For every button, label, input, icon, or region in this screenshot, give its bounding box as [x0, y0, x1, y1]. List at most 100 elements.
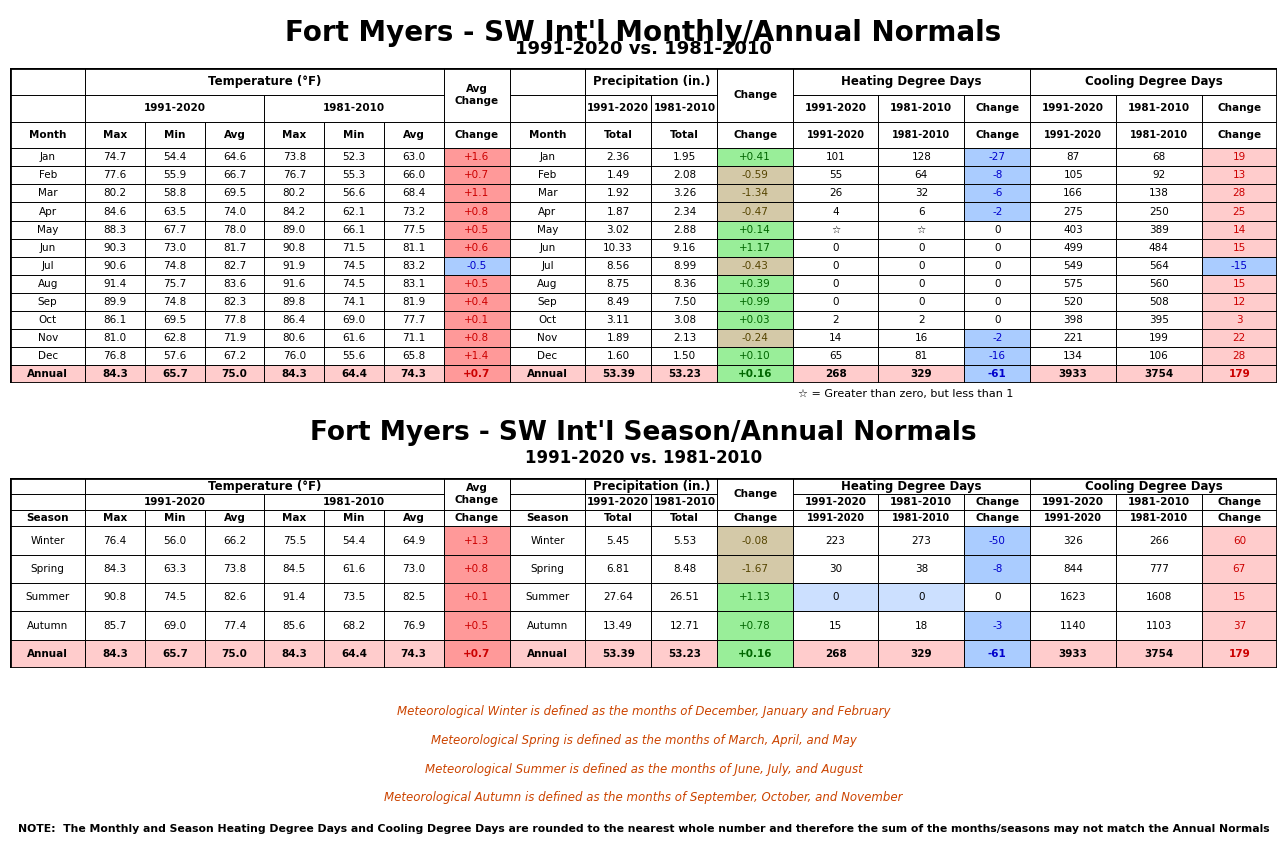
- Text: 86.4: 86.4: [283, 315, 306, 325]
- Bar: [793, 257, 879, 275]
- Bar: [964, 257, 1031, 275]
- Bar: [879, 95, 964, 121]
- Bar: [510, 478, 586, 494]
- Text: Month: Month: [30, 130, 67, 140]
- Bar: [1116, 365, 1202, 383]
- Bar: [85, 184, 145, 202]
- Bar: [145, 121, 205, 148]
- Bar: [1116, 121, 1202, 148]
- Text: 0: 0: [994, 592, 1000, 602]
- Text: 91.4: 91.4: [103, 279, 127, 288]
- Bar: [10, 329, 85, 347]
- Bar: [324, 554, 384, 583]
- Text: 53.39: 53.39: [602, 649, 634, 659]
- Text: 76.8: 76.8: [103, 351, 127, 361]
- Bar: [1116, 257, 1202, 275]
- Bar: [10, 511, 85, 526]
- Bar: [793, 95, 879, 121]
- Bar: [1031, 95, 1116, 121]
- Bar: [1202, 365, 1277, 383]
- Bar: [879, 611, 964, 640]
- Text: 520: 520: [1063, 297, 1084, 307]
- Bar: [444, 347, 510, 365]
- Bar: [964, 95, 1031, 121]
- Text: 81: 81: [915, 351, 928, 361]
- Bar: [1202, 202, 1277, 220]
- Bar: [324, 347, 384, 365]
- Text: Total: Total: [604, 513, 633, 523]
- Bar: [10, 365, 85, 383]
- Bar: [964, 166, 1031, 184]
- Bar: [205, 220, 264, 238]
- Text: Min: Min: [165, 130, 185, 140]
- Bar: [10, 275, 85, 293]
- Text: 564: 564: [1149, 261, 1169, 270]
- Bar: [651, 347, 717, 365]
- Bar: [384, 257, 444, 275]
- Bar: [1116, 311, 1202, 329]
- Text: 105: 105: [1063, 170, 1084, 181]
- Bar: [384, 611, 444, 640]
- Text: 60: 60: [1233, 536, 1246, 546]
- Text: 398: 398: [1063, 315, 1084, 325]
- Text: Max: Max: [282, 513, 306, 523]
- Bar: [10, 68, 85, 95]
- Text: Avg: Avg: [403, 513, 425, 523]
- Text: 67: 67: [1233, 564, 1246, 574]
- Text: 0: 0: [994, 279, 1000, 288]
- Bar: [510, 511, 586, 526]
- Text: 1981-2010: 1981-2010: [891, 497, 952, 507]
- Bar: [145, 511, 205, 526]
- Bar: [1202, 311, 1277, 329]
- Text: Change: Change: [734, 130, 777, 140]
- Bar: [510, 95, 586, 121]
- Bar: [717, 478, 793, 511]
- Bar: [879, 166, 964, 184]
- Bar: [1202, 554, 1277, 583]
- Bar: [444, 238, 510, 257]
- Bar: [145, 526, 205, 554]
- Text: +0.5: +0.5: [465, 279, 489, 288]
- Bar: [1116, 148, 1202, 166]
- Bar: [264, 611, 324, 640]
- Bar: [85, 347, 145, 365]
- Bar: [1031, 220, 1116, 238]
- Bar: [264, 95, 444, 121]
- Bar: [10, 202, 85, 220]
- Bar: [1116, 238, 1202, 257]
- Bar: [1116, 583, 1202, 611]
- Bar: [793, 640, 879, 668]
- Bar: [145, 611, 205, 640]
- Bar: [964, 347, 1031, 365]
- Bar: [1031, 275, 1116, 293]
- Bar: [1202, 640, 1277, 668]
- Bar: [205, 526, 264, 554]
- Bar: [651, 166, 717, 184]
- Text: 403: 403: [1063, 225, 1084, 234]
- Bar: [1202, 526, 1277, 554]
- Bar: [10, 526, 85, 554]
- Text: 1981-2010: 1981-2010: [1130, 130, 1188, 140]
- Bar: [85, 148, 145, 166]
- Bar: [510, 184, 586, 202]
- Bar: [793, 257, 879, 275]
- Bar: [205, 583, 264, 611]
- Bar: [510, 275, 586, 293]
- Bar: [510, 293, 586, 311]
- Bar: [145, 184, 205, 202]
- Bar: [510, 202, 586, 220]
- Text: 71.5: 71.5: [342, 243, 366, 252]
- Text: 1.49: 1.49: [606, 170, 629, 181]
- Text: Annual: Annual: [27, 649, 68, 659]
- Bar: [586, 220, 651, 238]
- Bar: [1116, 347, 1202, 365]
- Bar: [651, 202, 717, 220]
- Bar: [1031, 347, 1116, 365]
- Bar: [264, 275, 324, 293]
- Text: 3.26: 3.26: [673, 189, 696, 198]
- Bar: [1202, 238, 1277, 257]
- Bar: [264, 494, 444, 511]
- Bar: [586, 511, 651, 526]
- Bar: [717, 478, 793, 511]
- Bar: [10, 220, 85, 238]
